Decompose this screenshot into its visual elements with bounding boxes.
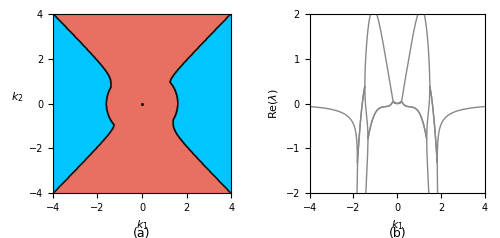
X-axis label: $k_1$: $k_1$ [136,218,148,232]
X-axis label: $k_1$: $k_1$ [391,218,404,232]
Text: (b): (b) [388,227,406,238]
Y-axis label: Re($\lambda$): Re($\lambda$) [267,88,280,119]
Y-axis label: $k_2$: $k_2$ [12,90,24,104]
Text: (a): (a) [134,227,151,238]
